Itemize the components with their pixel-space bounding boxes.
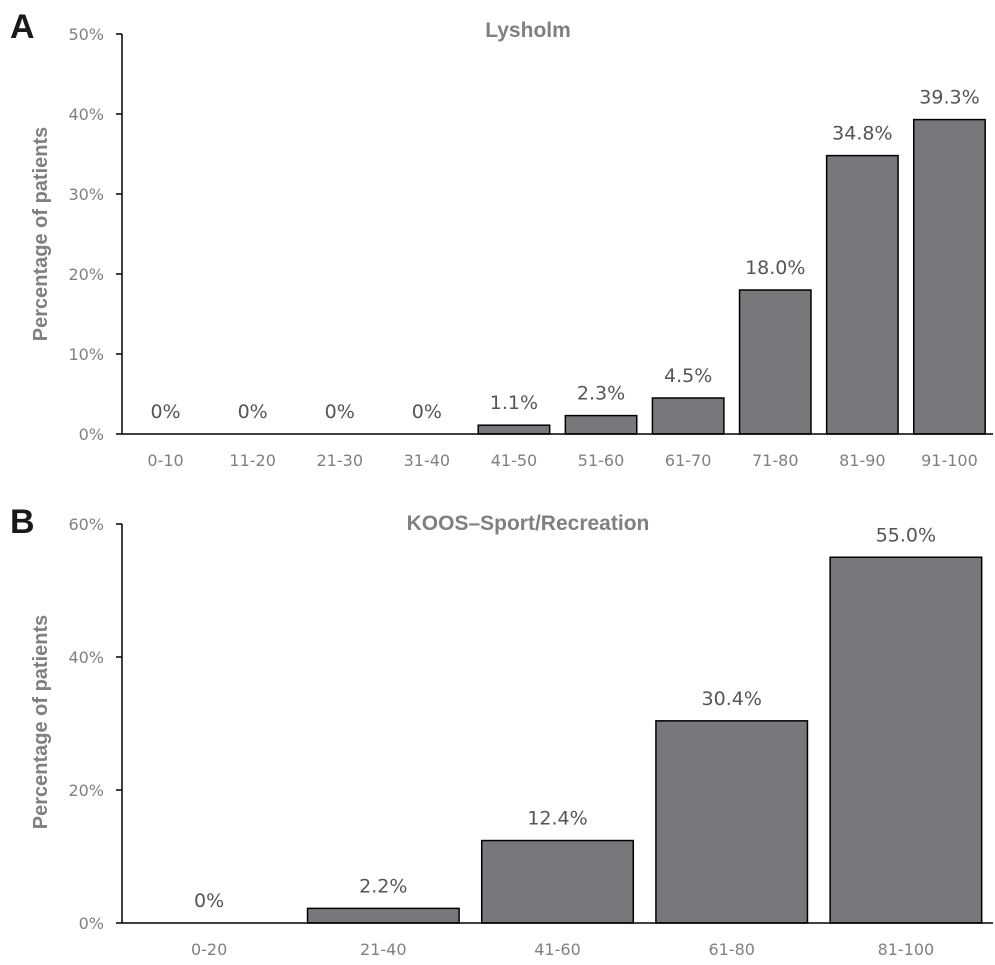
data-label: 30.4% — [702, 688, 762, 710]
y-tick-label: 10% — [68, 345, 104, 364]
data-label: 4.5% — [664, 365, 712, 387]
y-tick-label: 0% — [79, 425, 104, 444]
x-tick-label: 51-60 — [578, 451, 625, 470]
bar — [564, 414, 638, 435]
data-labels-a: 0% 0% 0% 0% 1.1% 2.3% 4.5% 18.0% 34.8% 39.3% — [150, 87, 979, 423]
y-ticks-b: 0% 20% 40% 60% — [68, 515, 122, 933]
data-label: 2.2% — [359, 875, 407, 897]
data-labels-b: 0% 2.2% 12.4% 30.4% 55.0% — [194, 524, 936, 912]
panel-letter-b: B — [10, 503, 35, 541]
panel-letter-a: A — [10, 8, 35, 46]
data-label: 18.0% — [745, 257, 805, 279]
data-label: 0% — [325, 401, 355, 423]
y-ticks-a: 0% 10% 20% 30% 40% 50% — [68, 25, 122, 444]
x-tick-label: 21-30 — [317, 451, 364, 470]
bar — [477, 424, 551, 435]
data-label: 0% — [150, 401, 180, 423]
y-tick-label: 40% — [68, 648, 104, 667]
bars-a — [477, 118, 986, 435]
x-ticks-b: 0-20 21-40 41-60 61-80 81-100 — [191, 940, 934, 959]
y-tick-label: 50% — [68, 25, 104, 44]
y-tick-label: 20% — [68, 265, 104, 284]
x-tick-label: 61-80 — [708, 940, 755, 959]
data-label: 34.8% — [832, 123, 892, 145]
axes-b — [121, 524, 993, 924]
chart-title-b: KOOS–Sport/Recreation — [407, 512, 650, 535]
axes-a — [121, 34, 993, 435]
x-tick-label: 61-70 — [665, 451, 712, 470]
x-tick-label: 41-50 — [491, 451, 538, 470]
lysholm-chart: A Lysholm Percentage of patients 0% 10% 20… — [10, 8, 993, 470]
x-tick-label: 0-10 — [147, 451, 183, 470]
x-tick-label: 11-20 — [229, 451, 276, 470]
data-label: 0% — [412, 401, 442, 423]
data-label: 0% — [194, 890, 224, 912]
bar — [651, 397, 725, 435]
x-tick-label: 0-20 — [191, 940, 227, 959]
x-tick-label: 91-100 — [921, 451, 978, 470]
bar — [738, 289, 812, 435]
data-label: 1.1% — [490, 392, 538, 414]
koos-chart: B KOOS–Sport/Recreation Percentage of pa… — [10, 503, 993, 959]
x-ticks-a: 0-10 11-20 21-30 31-40 41-50 51-60 61-70 71-80 8… — [147, 451, 977, 470]
x-tick-label: 81-90 — [839, 451, 886, 470]
y-tick-label: 60% — [68, 515, 104, 534]
chart-title-a: Lysholm — [485, 19, 571, 42]
bar — [480, 839, 635, 924]
x-tick-label: 81-100 — [878, 940, 935, 959]
bar — [912, 118, 986, 435]
x-tick-label: 21-40 — [360, 940, 407, 959]
y-axis-label-a: Percentage of patients — [30, 127, 52, 342]
data-label: 55.0% — [876, 524, 936, 546]
y-tick-label: 40% — [68, 105, 104, 124]
x-tick-label: 41-60 — [534, 940, 581, 959]
bar — [825, 154, 899, 435]
y-tick-label: 30% — [68, 185, 104, 204]
y-tick-label: 0% — [79, 914, 104, 933]
x-tick-label: 31-40 — [404, 451, 451, 470]
bar — [306, 907, 460, 924]
x-tick-label: 71-80 — [752, 451, 799, 470]
bar — [829, 556, 983, 924]
bars-b — [306, 556, 983, 924]
data-label: 39.3% — [919, 87, 979, 109]
bar — [655, 720, 809, 924]
data-label: 12.4% — [527, 808, 587, 830]
y-tick-label: 20% — [68, 781, 104, 800]
data-label: 2.3% — [577, 383, 625, 405]
y-axis-label-b: Percentage of patients — [30, 615, 52, 830]
data-label: 0% — [238, 401, 268, 423]
